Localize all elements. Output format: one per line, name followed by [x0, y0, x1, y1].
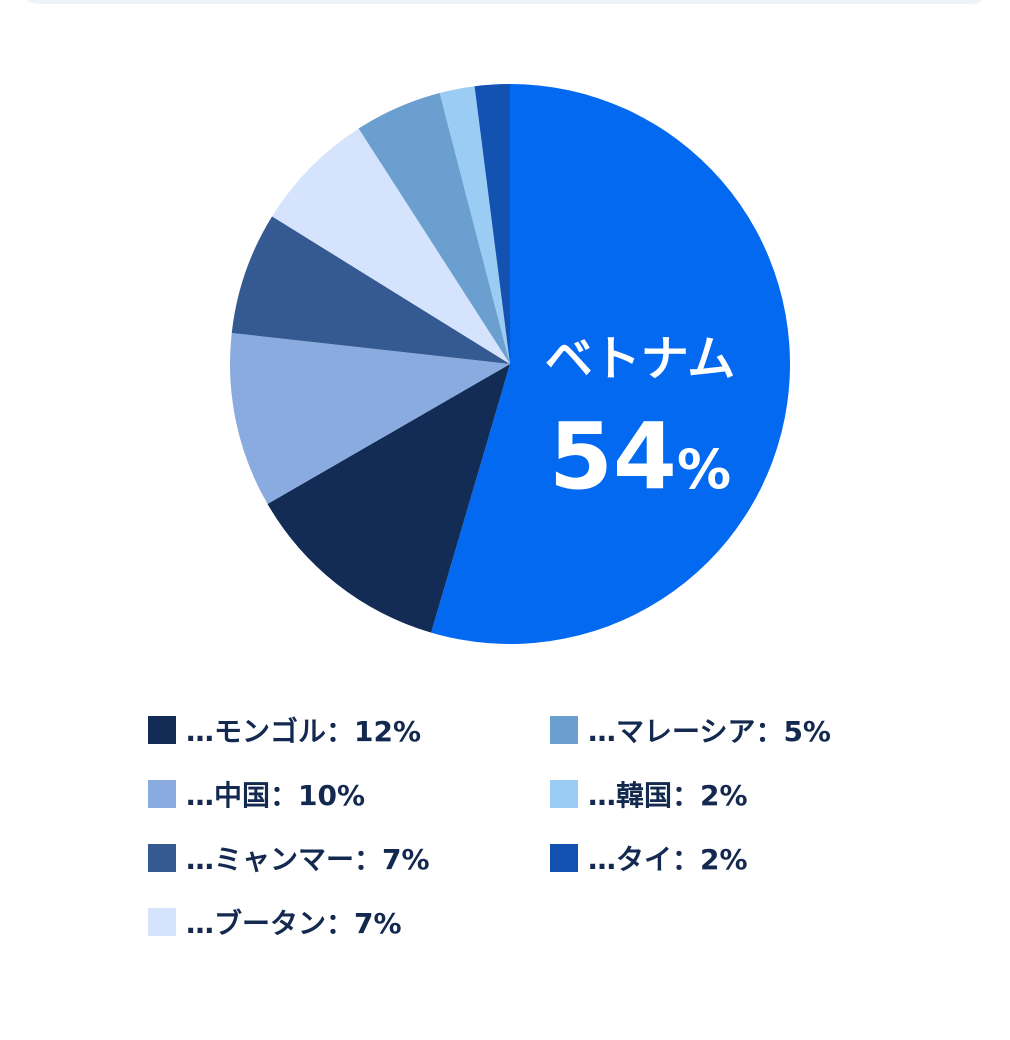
legend-swatch [148, 908, 176, 936]
highlight-label-name: ベトナム [545, 331, 736, 387]
legend-label: …ブータン：7% [186, 907, 402, 940]
legend-item-mongolia: …モンゴル：12% [148, 715, 421, 748]
pie-slice-6 [439, 86, 510, 364]
pie-slice-7 [474, 84, 510, 364]
pie-slice-1 [267, 364, 510, 633]
pie-slice-2 [230, 332, 510, 504]
legend-label: …タイ：2% [588, 843, 748, 876]
legend-label: …マレーシア：5% [588, 715, 831, 748]
highlight-unit: % [677, 438, 731, 501]
legend-swatch [550, 716, 578, 744]
legend-swatch [148, 780, 176, 808]
pie-slice-5 [358, 92, 510, 364]
highlight-value: 54 [549, 403, 677, 510]
highlight-label-value: 54% [549, 403, 731, 510]
legend-item-myanmar: …ミャンマー：7% [148, 843, 430, 876]
pie-slice-3 [231, 216, 511, 364]
legend-swatch [550, 780, 578, 808]
legend-label: …ミャンマー：7% [186, 843, 430, 876]
legend-item-malaysia: …マレーシア：5% [550, 715, 831, 748]
legend-item-bhutan: …ブータン：7% [148, 907, 402, 940]
pie-slice-0 [431, 84, 791, 644]
legend-item-korea: …韓国：2% [550, 779, 748, 812]
legend-item-thailand: …タイ：2% [550, 843, 748, 876]
legend-swatch [148, 844, 176, 872]
legend-label: …モンゴル：12% [186, 715, 422, 748]
legend-item-china: …中国：10% [148, 779, 365, 812]
pie-chart: ベトナム 54% [230, 84, 791, 644]
legend-label: …中国：10% [186, 779, 366, 812]
pie-slice-4 [272, 128, 510, 364]
legend-swatch [550, 844, 578, 872]
legend-label: …韓国：2% [588, 779, 748, 812]
top-card-edge [20, 0, 990, 4]
legend-swatch [148, 716, 176, 744]
